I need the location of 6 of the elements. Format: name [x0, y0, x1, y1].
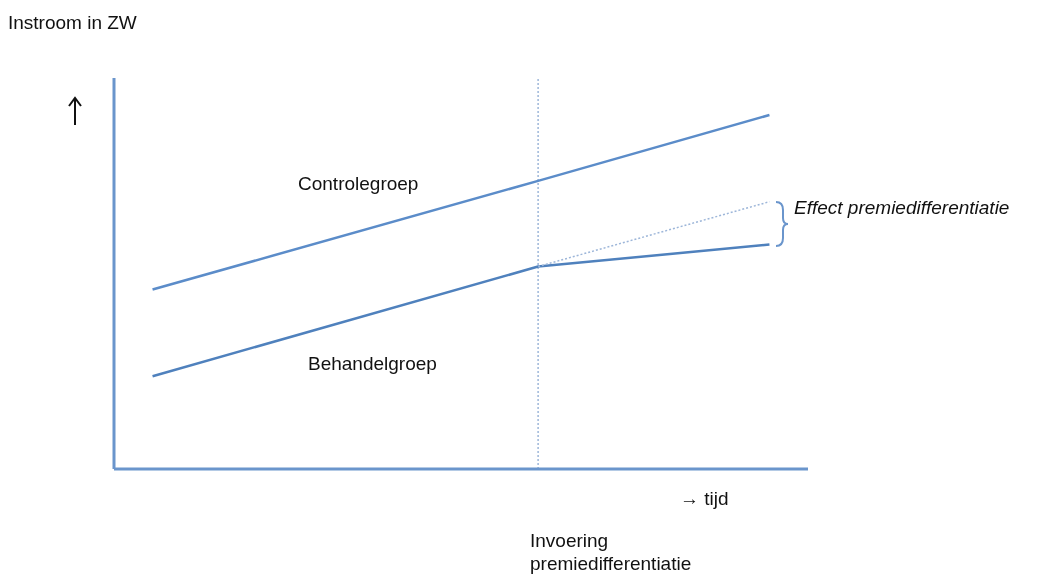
x-axis-title: → tijd [680, 488, 729, 510]
series-label: Controlegroep [298, 173, 419, 195]
y-axis-title: Instroom in ZW [8, 12, 137, 34]
series-label: Behandelgroep [308, 353, 437, 375]
text: Invoering premiedifferentiatie [530, 529, 693, 575]
annotation: Effect premiedifferentiatie [794, 196, 1011, 220]
